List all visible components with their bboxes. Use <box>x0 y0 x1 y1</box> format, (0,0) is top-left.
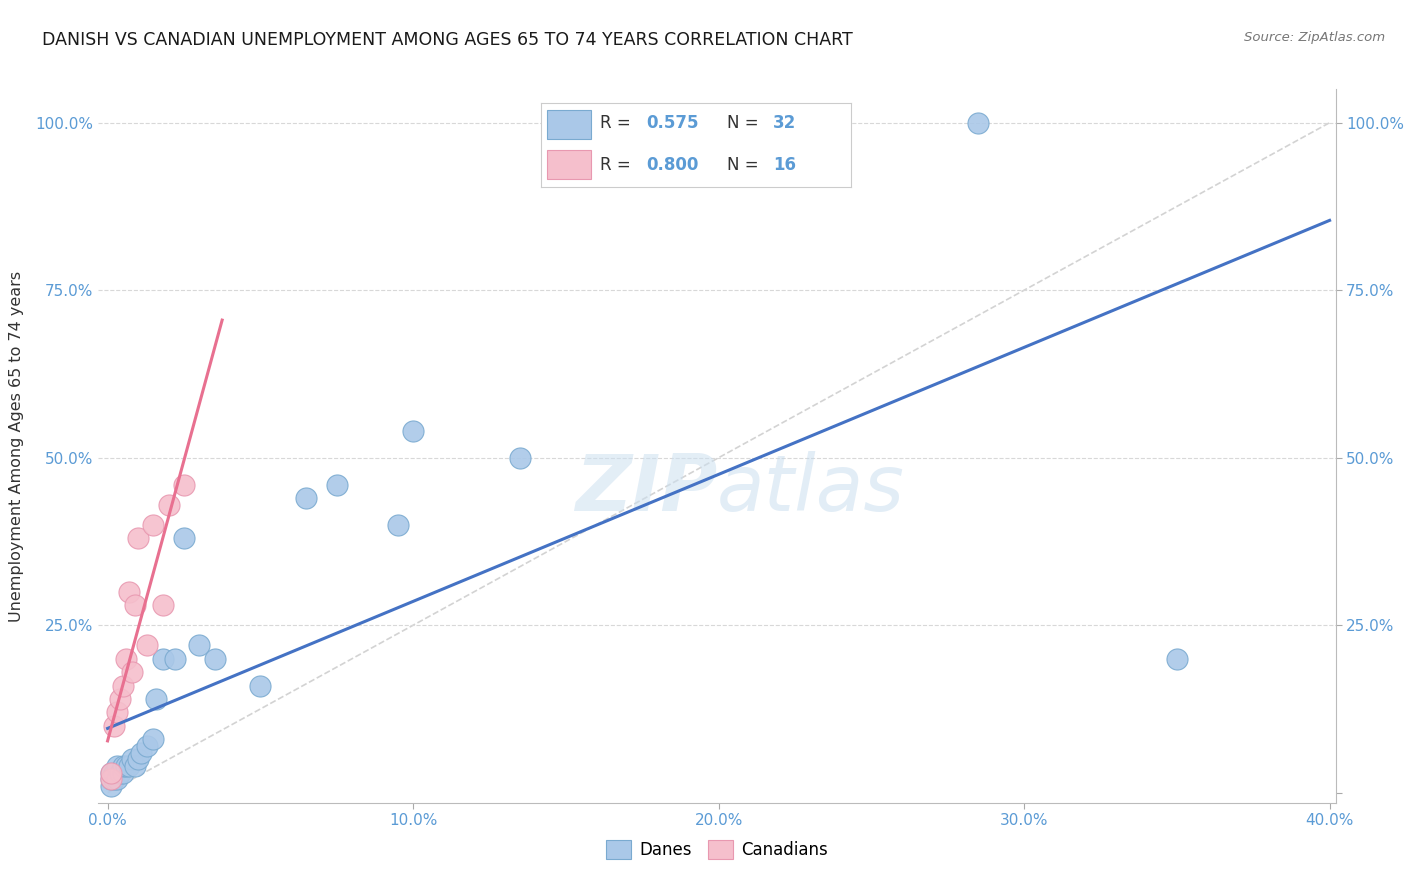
Point <box>100 765 122 780</box>
Text: R =: R = <box>600 156 636 174</box>
Text: N =: N = <box>727 156 763 174</box>
Point <box>100 765 122 780</box>
Text: 0.800: 0.800 <box>647 156 699 174</box>
Y-axis label: Unemployment Among Ages 65 to 74 years: Unemployment Among Ages 65 to 74 years <box>10 270 24 622</box>
Point <box>115 651 138 665</box>
Point <box>136 638 159 652</box>
Point <box>124 759 146 773</box>
Point <box>111 759 134 773</box>
Point <box>100 772 122 787</box>
Text: DANISH VS CANADIAN UNEMPLOYMENT AMONG AGES 65 TO 74 YEARS CORRELATION CHART: DANISH VS CANADIAN UNEMPLOYMENT AMONG AG… <box>42 31 853 49</box>
Point <box>157 498 180 512</box>
Point <box>145 692 167 706</box>
Bar <box>547 111 591 139</box>
Text: 0.575: 0.575 <box>647 114 699 132</box>
Text: R =: R = <box>600 114 636 132</box>
Text: ZIP: ZIP <box>575 450 717 527</box>
Point <box>111 679 134 693</box>
Point <box>124 598 146 612</box>
Point <box>325 477 347 491</box>
Point <box>111 765 134 780</box>
Point <box>152 598 174 612</box>
Point <box>204 651 226 665</box>
Legend: Danes, Canadians: Danes, Canadians <box>599 833 835 866</box>
Point <box>295 491 318 505</box>
Point <box>118 759 141 773</box>
Point <box>100 772 122 787</box>
Point <box>1166 651 1188 665</box>
Point <box>136 739 159 753</box>
Point <box>402 424 425 438</box>
Point <box>129 746 152 760</box>
Point <box>173 477 195 491</box>
Point <box>121 665 143 680</box>
Point <box>142 517 165 532</box>
Point <box>105 772 128 787</box>
Point <box>173 531 195 545</box>
Text: 32: 32 <box>773 114 797 132</box>
Point <box>118 584 141 599</box>
Point <box>967 116 990 130</box>
Point <box>103 765 125 780</box>
Point <box>105 759 128 773</box>
Point <box>108 692 131 706</box>
Point <box>188 638 211 652</box>
Point <box>103 719 125 733</box>
Point <box>103 772 125 787</box>
Point <box>108 765 131 780</box>
Point <box>121 752 143 766</box>
Point <box>163 651 186 665</box>
Point <box>249 679 271 693</box>
Text: 16: 16 <box>773 156 796 174</box>
Point <box>100 779 122 793</box>
Point <box>152 651 174 665</box>
Point <box>105 706 128 720</box>
Text: atlas: atlas <box>717 450 905 527</box>
Text: N =: N = <box>727 114 763 132</box>
Point <box>115 759 138 773</box>
Point <box>509 450 531 465</box>
Point <box>127 531 149 545</box>
Point <box>127 752 149 766</box>
Bar <box>547 150 591 178</box>
Point <box>142 732 165 747</box>
Point <box>387 517 409 532</box>
Text: Source: ZipAtlas.com: Source: ZipAtlas.com <box>1244 31 1385 45</box>
